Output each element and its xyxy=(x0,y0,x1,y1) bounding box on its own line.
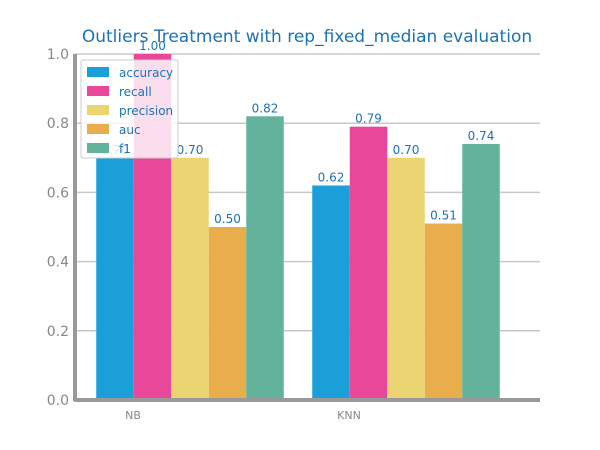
bar-accuracy-nb xyxy=(96,157,134,400)
data-label: 0.50 xyxy=(214,212,241,226)
data-label: 0.51 xyxy=(430,209,457,223)
bar-recall-knn xyxy=(349,126,388,400)
y-tick-label: 0.8 xyxy=(47,116,69,132)
legend: accuracy recall precision auc f1 xyxy=(80,59,179,159)
bar-f1-knn xyxy=(462,143,500,400)
axes xyxy=(73,54,540,402)
y-tick-label: 0.2 xyxy=(47,324,69,340)
data-label: 0.82 xyxy=(252,101,279,115)
data-label: 0.62 xyxy=(318,170,345,184)
chart-title: Outliers Treatment with rep_fixed_median… xyxy=(82,27,532,47)
legend-label: recall xyxy=(119,85,152,99)
y-tick-label: 0.4 xyxy=(47,255,69,271)
x-tick-label: NB xyxy=(125,409,141,422)
bar-precision-knn xyxy=(387,157,425,400)
bar-auc-nb xyxy=(208,227,247,400)
data-label: 0.74 xyxy=(468,129,495,143)
bar-f1-nb xyxy=(246,116,284,400)
x-axis-ticks: NB KNN xyxy=(125,409,361,422)
legend-swatch xyxy=(87,67,109,77)
legend-label: precision xyxy=(119,104,173,118)
legend-swatch xyxy=(87,105,109,115)
y-axis-ticks: 0.0 0.2 0.4 0.6 0.8 1.0 xyxy=(47,47,69,409)
data-label: 1.00 xyxy=(139,39,166,53)
legend-swatch xyxy=(87,143,109,153)
bar-auc-knn xyxy=(424,223,463,400)
legend-label: auc xyxy=(119,123,141,137)
legend-label: f1 xyxy=(119,142,131,156)
data-label: 0.70 xyxy=(393,143,420,157)
legend-swatch xyxy=(87,86,109,96)
x-tick-label: KNN xyxy=(337,409,361,422)
legend-label: accuracy xyxy=(119,66,173,80)
bar-precision-nb xyxy=(171,157,209,400)
bar-accuracy-knn xyxy=(312,185,350,400)
y-tick-label: 0.6 xyxy=(47,185,69,201)
data-label: 0.70 xyxy=(177,143,204,157)
data-label: 0.79 xyxy=(355,112,382,126)
y-tick-label: 0.0 xyxy=(47,393,69,409)
legend-swatch xyxy=(87,124,109,134)
y-tick-label: 1.0 xyxy=(47,47,69,63)
